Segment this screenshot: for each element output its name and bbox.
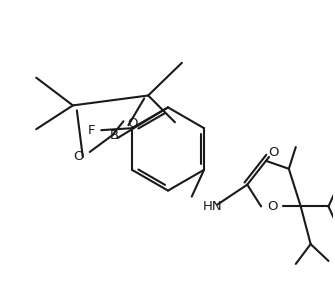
Text: HN: HN [203,200,222,213]
Text: O: O [127,117,138,130]
Text: B: B [110,129,119,142]
Text: O: O [268,146,278,159]
Text: O: O [74,150,84,163]
Text: O: O [267,200,277,213]
Text: F: F [87,124,95,137]
